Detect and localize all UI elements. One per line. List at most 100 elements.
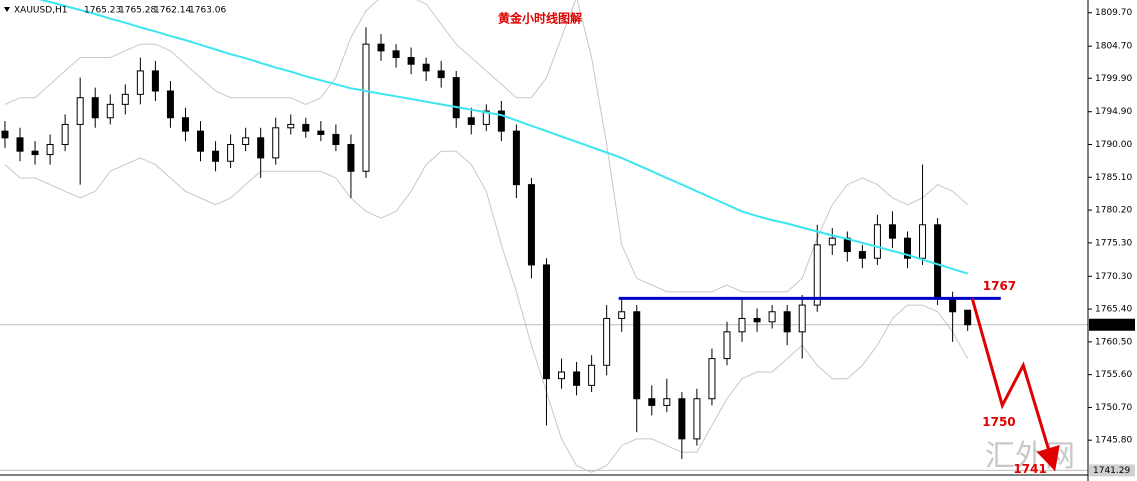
candle-body <box>347 144 355 172</box>
annotation: 1741 <box>1013 462 1046 476</box>
band-lower <box>4 150 969 473</box>
candle-body <box>257 137 265 159</box>
candle-body <box>934 224 942 299</box>
symbol: XAUUSD,H1 <box>14 6 68 16</box>
candle-body <box>151 70 159 92</box>
header-icon <box>4 7 10 12</box>
y-tick-label: 1750.70 <box>1095 403 1132 413</box>
candle-body <box>813 244 821 306</box>
candle-body <box>949 297 957 313</box>
candle-body <box>497 110 505 132</box>
candle-body <box>31 150 39 156</box>
candle-body <box>242 137 250 146</box>
candle-body <box>227 144 235 162</box>
y-tick-label: 1770.30 <box>1095 272 1132 282</box>
candle-body <box>46 144 54 156</box>
moving-average <box>38 0 968 275</box>
candle-body <box>783 311 791 333</box>
y-tick-label: 1760.50 <box>1095 337 1132 347</box>
candle-body <box>648 398 656 406</box>
candle-body <box>166 90 174 119</box>
y-tick-label: 1804.70 <box>1095 42 1132 52</box>
y-tick-label: 1755.60 <box>1095 370 1132 380</box>
plot-area <box>0 0 1088 473</box>
candle-body <box>392 50 400 59</box>
chart-title: 黄金小时线图解 <box>498 11 582 26</box>
candle-body <box>302 123 310 132</box>
candle-body <box>181 117 189 132</box>
candle-body <box>106 103 114 119</box>
candle-body <box>903 237 911 259</box>
candle-body <box>76 97 84 125</box>
y-tick-label: 1809.70 <box>1095 8 1132 18</box>
candle-body <box>633 311 641 400</box>
y-tick-label: 1745.80 <box>1095 436 1132 446</box>
candle-body <box>377 43 385 52</box>
candle-body <box>482 110 490 125</box>
candle-body <box>467 117 475 125</box>
candle-body <box>542 264 550 380</box>
candle-body <box>272 127 280 159</box>
candle-body <box>1 130 9 139</box>
candle-body <box>964 309 972 326</box>
band-upper <box>4 0 969 293</box>
candle-body <box>573 371 581 386</box>
candle-body <box>407 57 415 65</box>
y-tick-label: 1785.10 <box>1095 173 1132 183</box>
candle-body <box>287 123 295 129</box>
y-tick-label: 1775.30 <box>1095 238 1132 248</box>
candle-body <box>738 317 746 333</box>
candle-body <box>588 364 596 386</box>
candle-body <box>663 398 671 406</box>
candle-body <box>558 371 566 380</box>
candle-body <box>618 311 626 319</box>
candle-body <box>873 224 881 259</box>
candle-body <box>452 77 460 119</box>
y-tick-label: 1794.90 <box>1095 107 1132 117</box>
bottom-price-label: 1741.29 <box>1093 466 1130 476</box>
candle-body <box>437 70 445 79</box>
candle-body <box>212 150 220 162</box>
forecast-arrow <box>970 297 1060 472</box>
candle-body <box>828 237 836 246</box>
candle-body <box>798 304 806 333</box>
price-label-box <box>1089 318 1135 331</box>
header-close: 1763.06 <box>189 6 226 16</box>
header-low: 1762.14 <box>154 6 191 16</box>
candle-body <box>512 130 520 186</box>
candle-body <box>362 43 370 172</box>
candle-body <box>197 130 205 152</box>
candle-body <box>332 133 340 146</box>
y-tick-label: 1790.00 <box>1095 140 1132 150</box>
bottom-price-box <box>1089 464 1135 477</box>
candle-body <box>693 398 701 440</box>
candle-body <box>136 70 144 95</box>
candle-body <box>888 224 896 239</box>
candle-body <box>919 224 927 259</box>
annotation: 1750 <box>982 415 1015 429</box>
candle-body <box>317 130 325 135</box>
candle-body <box>422 63 430 72</box>
header-open: 1765.23 <box>84 6 121 16</box>
candle-body <box>61 123 69 146</box>
candle-body <box>121 93 129 105</box>
candle-body <box>678 398 686 440</box>
candle-body <box>91 97 99 119</box>
candle-body <box>527 184 535 266</box>
watermark: 汇外网 <box>985 439 1075 474</box>
candle-body <box>708 358 716 400</box>
candle-body <box>858 251 866 259</box>
y-tick-label: 1765.40 <box>1095 305 1132 315</box>
y-tick-label: 1780.20 <box>1095 206 1132 216</box>
candle-body <box>768 311 776 323</box>
annotation: 1767 <box>983 279 1016 293</box>
y-tick-label: 1799.90 <box>1095 74 1132 84</box>
candle-body <box>603 317 611 366</box>
candle-body <box>753 317 761 323</box>
price-label: 1763.06 <box>1093 320 1130 330</box>
header-high: 1765.28 <box>119 6 156 16</box>
candle-body <box>16 137 24 152</box>
